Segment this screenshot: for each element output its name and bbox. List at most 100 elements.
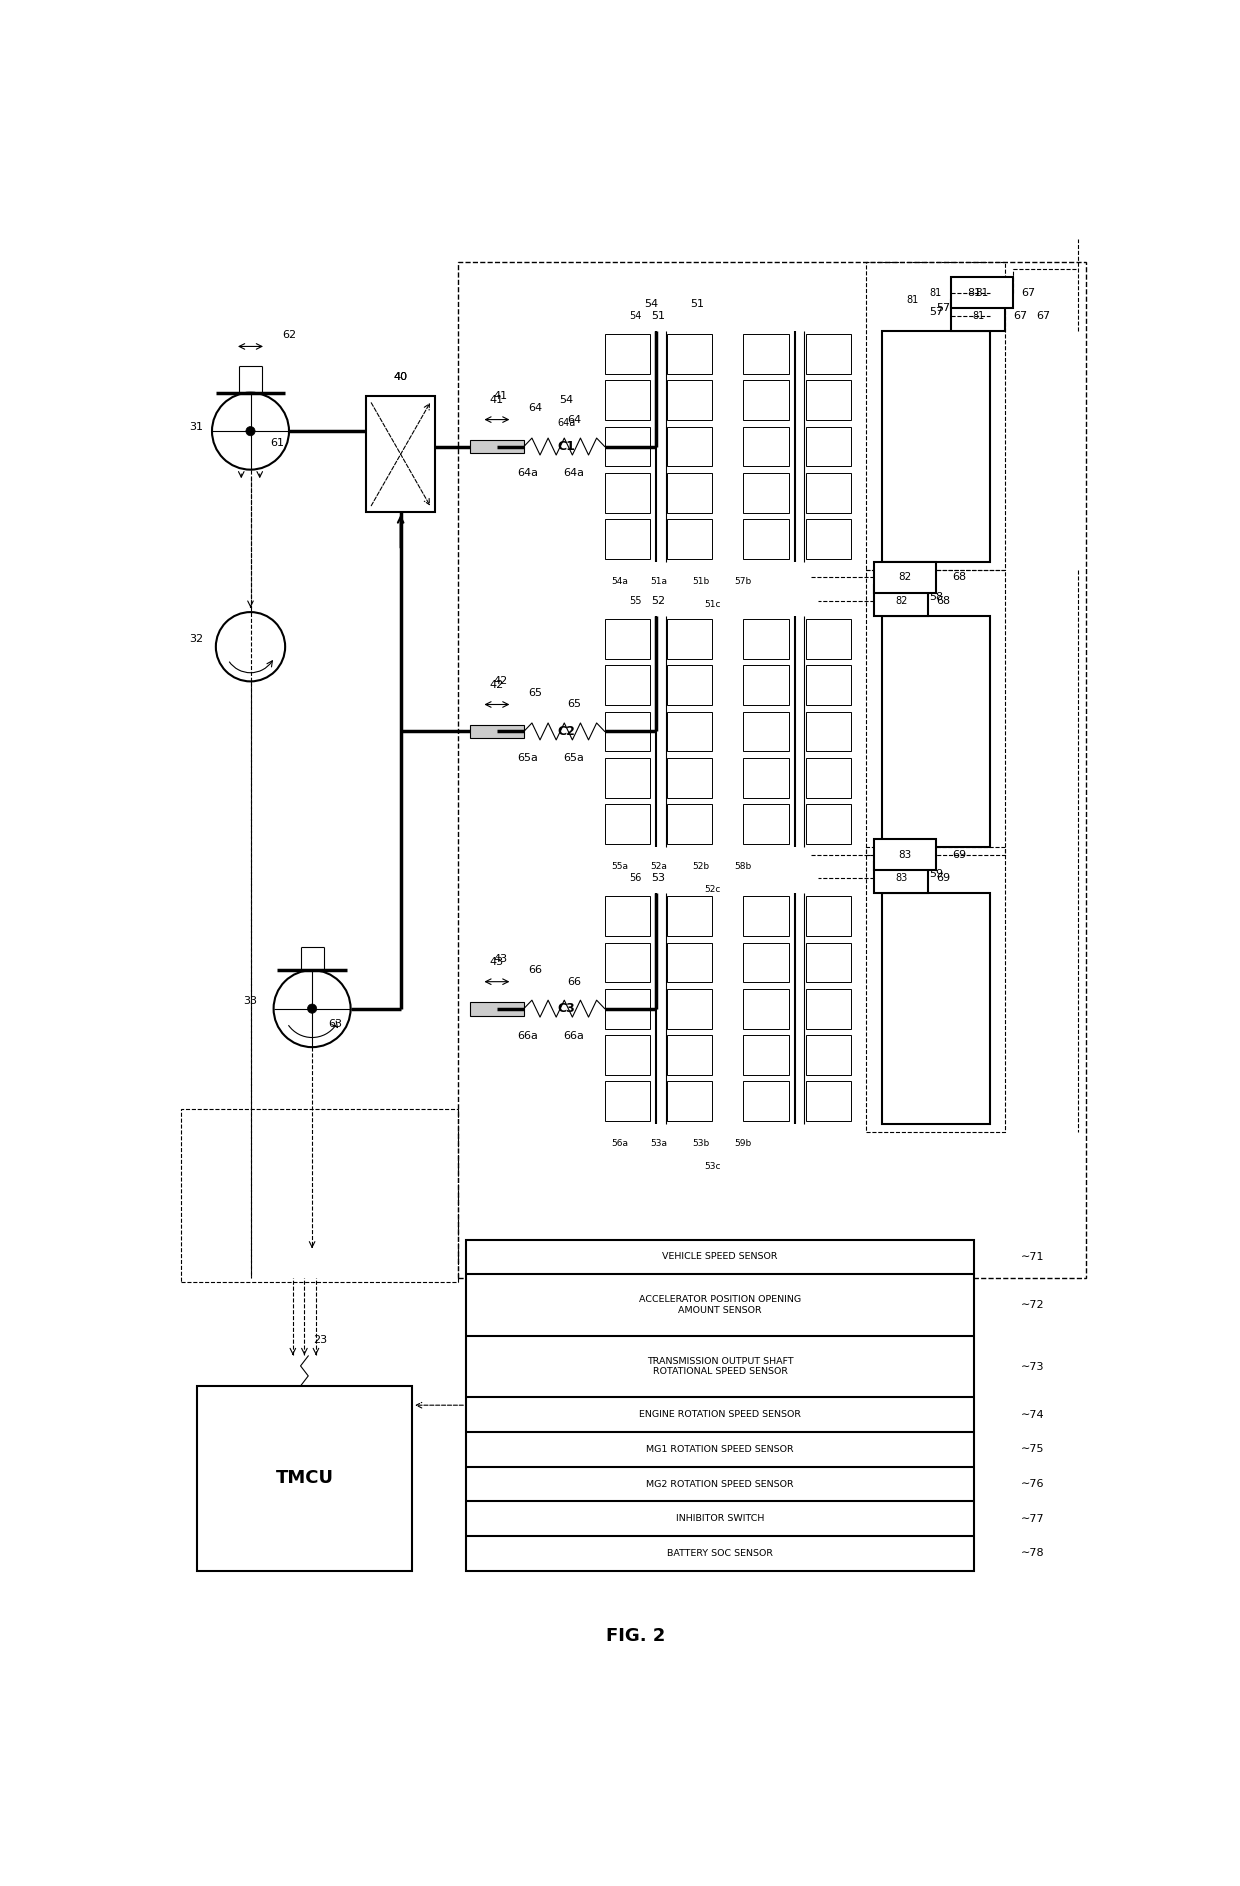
Bar: [366, 396, 435, 511]
Text: 81: 81: [976, 287, 988, 298]
Text: 67: 67: [1013, 311, 1028, 321]
Text: 66: 66: [567, 977, 580, 986]
Text: 59: 59: [929, 869, 942, 879]
Text: 40: 40: [393, 372, 408, 383]
Text: ∼72: ∼72: [1021, 1299, 1044, 1311]
Text: 67: 67: [1021, 287, 1035, 298]
Text: 52c: 52c: [704, 885, 720, 894]
Text: 41: 41: [494, 392, 508, 402]
Bar: [743, 666, 789, 705]
Text: 68: 68: [952, 573, 966, 583]
Bar: [181, 1109, 459, 1282]
Text: 43: 43: [490, 958, 503, 968]
Text: 58b: 58b: [734, 862, 751, 871]
Text: TRANSMISSION OUTPUT SHAFT
ROTATIONAL SPEED SENSOR: TRANSMISSION OUTPUT SHAFT ROTATIONAL SPE…: [647, 1358, 794, 1377]
Bar: [667, 988, 713, 1028]
Text: 51a: 51a: [650, 577, 667, 587]
Bar: [806, 426, 851, 466]
Bar: [667, 381, 713, 421]
Bar: [951, 300, 1006, 332]
Bar: [882, 332, 990, 562]
Text: 57: 57: [936, 304, 951, 313]
Text: 82: 82: [898, 573, 911, 583]
Text: 82: 82: [895, 596, 908, 605]
Text: 57: 57: [929, 307, 942, 317]
Bar: [605, 988, 650, 1028]
Text: 65a: 65a: [517, 753, 538, 764]
Text: VEHICLE SPEED SENSOR: VEHICLE SPEED SENSOR: [662, 1252, 777, 1262]
Bar: [743, 758, 789, 798]
Bar: [605, 426, 650, 466]
Text: 83: 83: [898, 849, 911, 860]
Bar: [605, 381, 650, 421]
Bar: [743, 381, 789, 421]
Text: 66a: 66a: [563, 1030, 584, 1041]
Text: ∼71: ∼71: [1021, 1252, 1044, 1262]
Text: 55: 55: [629, 596, 642, 605]
Bar: [605, 619, 650, 658]
Bar: [806, 666, 851, 705]
Text: 59b: 59b: [734, 1139, 751, 1149]
Text: 31: 31: [190, 422, 203, 432]
Bar: [667, 758, 713, 798]
Text: C2: C2: [557, 724, 575, 737]
Text: 41: 41: [490, 396, 503, 405]
Bar: [197, 1386, 412, 1571]
Bar: [806, 519, 851, 558]
Bar: [667, 1081, 713, 1120]
Bar: [743, 519, 789, 558]
Text: 57b: 57b: [734, 577, 751, 587]
Bar: [743, 803, 789, 843]
Bar: [743, 1035, 789, 1075]
Text: 81: 81: [967, 287, 981, 298]
Text: 83: 83: [895, 873, 908, 883]
Text: ∼74: ∼74: [1021, 1411, 1044, 1420]
Text: TMCU: TMCU: [275, 1469, 334, 1488]
Bar: [806, 988, 851, 1028]
Circle shape: [308, 1003, 316, 1013]
Text: 23: 23: [312, 1335, 327, 1345]
Circle shape: [246, 426, 255, 436]
Text: 54: 54: [644, 300, 658, 309]
Bar: [867, 262, 1006, 570]
Text: 32: 32: [190, 634, 203, 643]
Text: 42: 42: [494, 677, 508, 687]
Text: 63: 63: [329, 1018, 342, 1030]
Text: 40: 40: [393, 372, 408, 383]
Text: 56a: 56a: [611, 1139, 629, 1149]
Text: 53b: 53b: [692, 1139, 709, 1149]
Bar: [605, 666, 650, 705]
Bar: [806, 943, 851, 983]
Bar: [667, 473, 713, 513]
Bar: [605, 1035, 650, 1075]
Bar: [806, 896, 851, 935]
Bar: [667, 803, 713, 843]
Text: 53: 53: [651, 873, 666, 883]
Text: 53a: 53a: [650, 1139, 667, 1149]
Text: ∼76: ∼76: [1021, 1479, 1044, 1490]
Text: 56: 56: [630, 873, 641, 883]
Text: FIG. 2: FIG. 2: [606, 1628, 665, 1645]
Text: 64a: 64a: [563, 468, 584, 479]
Bar: [806, 381, 851, 421]
Bar: [806, 1035, 851, 1075]
Bar: [951, 277, 1013, 307]
Text: 62: 62: [281, 330, 296, 339]
Text: 54a: 54a: [611, 577, 629, 587]
Bar: [743, 943, 789, 983]
Bar: [874, 562, 936, 592]
Text: 51: 51: [691, 300, 704, 309]
Bar: [882, 617, 990, 847]
Text: 68: 68: [936, 596, 951, 605]
Bar: [470, 724, 523, 739]
Bar: [743, 1081, 789, 1120]
Text: 54: 54: [559, 396, 573, 405]
Bar: [743, 619, 789, 658]
Text: 51b: 51b: [692, 577, 709, 587]
Text: 52: 52: [651, 596, 666, 605]
Text: ∼78: ∼78: [1021, 1548, 1044, 1558]
Bar: [806, 473, 851, 513]
Text: 66a: 66a: [517, 1030, 538, 1041]
Text: ∼73: ∼73: [1021, 1362, 1044, 1371]
Bar: [459, 262, 1086, 1279]
